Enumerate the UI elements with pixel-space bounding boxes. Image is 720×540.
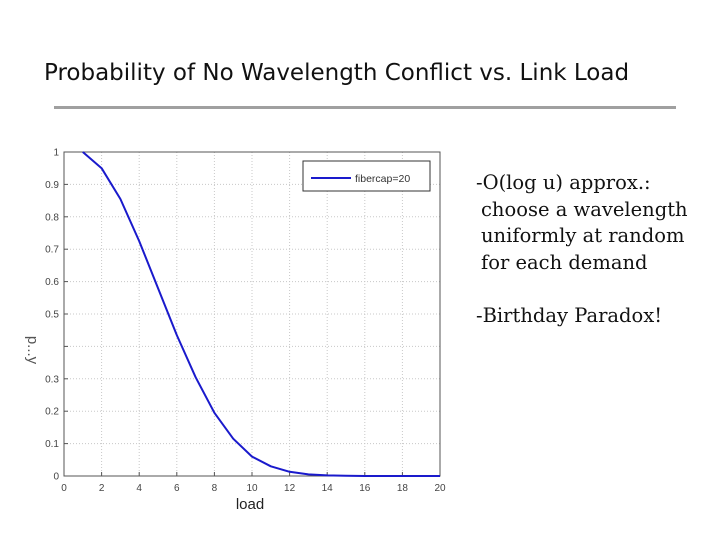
x-axis-label: load bbox=[236, 496, 264, 513]
x-tick-label: 4 bbox=[136, 483, 142, 494]
x-tick-label: 12 bbox=[284, 483, 296, 494]
y-tick-label: 0.8 bbox=[45, 212, 59, 223]
x-tick-label: 8 bbox=[212, 483, 218, 494]
y-tick-label: 0.2 bbox=[45, 407, 59, 418]
bullet-item: -O(log u) approx.: choose a wavelength u… bbox=[476, 170, 712, 276]
grid-lines bbox=[64, 152, 440, 476]
y-tick-label: 0.6 bbox=[45, 277, 59, 288]
bullet-line: choose a wavelength bbox=[481, 197, 688, 221]
legend-label: fibercap=20 bbox=[355, 173, 410, 185]
series-layer bbox=[82, 151, 440, 477]
legend-box bbox=[302, 160, 431, 192]
legend: fibercap=20 bbox=[302, 160, 431, 192]
y-tick-label: 0.7 bbox=[45, 245, 59, 256]
y-tick-label: 1 bbox=[53, 148, 59, 159]
bullet-heading: -Birthday Paradox! bbox=[476, 304, 663, 327]
axis-ticks: 0 2 4 6 8 10 12 14 16 18 20 0 0.1 0.2 0.3 0.5 0.6 0.7 0.8 0… bbox=[45, 148, 446, 495]
series-line bbox=[82, 151, 440, 477]
x-tick-label: 0 bbox=[61, 483, 67, 494]
bullet-item: -Birthday Paradox! bbox=[476, 303, 712, 330]
bullet-line: for each demand bbox=[481, 250, 648, 274]
x-tick-label: 2 bbox=[99, 483, 105, 494]
bullet-heading: -O(log u) approx.: bbox=[476, 171, 651, 194]
x-tick-label: 20 bbox=[434, 483, 446, 494]
y-tick-label: 0 bbox=[53, 472, 59, 483]
bullet-line: uniformly at random bbox=[481, 224, 685, 247]
x-tick-label: 18 bbox=[397, 483, 409, 494]
slide-title: Probability of No Wavelength Conflict vs… bbox=[44, 60, 630, 86]
y-tick-label: 0.5 bbox=[45, 310, 59, 321]
y-tick-label: 0.9 bbox=[45, 180, 59, 191]
y-tick-label: 0.3 bbox=[45, 374, 59, 385]
x-tick-label: 10 bbox=[246, 483, 258, 494]
y-tick-label: 0.1 bbox=[45, 439, 59, 450]
x-tick-label: 14 bbox=[322, 483, 334, 494]
title-divider bbox=[54, 106, 676, 109]
bullet-list: -O(log u) approx.: choose a wavelength u… bbox=[476, 170, 712, 330]
x-tick-label: 6 bbox=[174, 483, 180, 494]
y-axis-label: p...y bbox=[24, 336, 41, 365]
x-tick-label: 16 bbox=[359, 483, 371, 494]
